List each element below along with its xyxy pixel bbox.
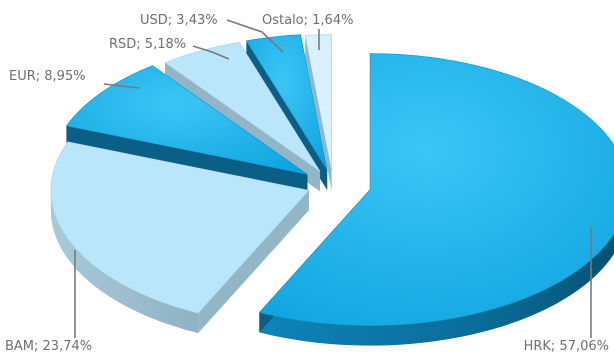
slice-top-rsd [164,41,321,172]
slice-hrk [258,53,614,346]
leader-lines [74,19,592,338]
label-ostalo: Ostalo; 1,64% [262,13,353,28]
leader-eur [103,83,140,89]
leader-rsd [192,45,230,60]
slice-top-hrk [258,53,614,326]
slice-wall-ostalo-0 [305,35,332,191]
slice-top-eur [65,65,308,175]
slice-eur [65,65,308,195]
label-hrk: HRK; 57,06% [524,339,609,354]
label-bam: BAM; 23,74% [5,339,92,354]
slice-bam [50,141,310,334]
slice-side-bam [50,190,199,334]
label-usd: USD; 3,43% [140,13,218,28]
label-eur: EUR; 8,95% [9,69,86,84]
pie-slices [50,34,614,346]
label-rsd: RSD; 5,18% [109,37,186,52]
slice-top-usd [245,34,328,171]
slice-ostalo [304,34,332,191]
slice-wall-eur-0 [66,125,308,195]
slice-top-bam [50,141,310,314]
slice-side-hrk [259,233,614,346]
slice-labels: HRK; 57,06% BAM; 23,74% EUR; 8,95% RSD; 5,1… [5,13,609,354]
leader-usd [226,19,284,53]
slice-wall-bam-0 [198,190,309,334]
